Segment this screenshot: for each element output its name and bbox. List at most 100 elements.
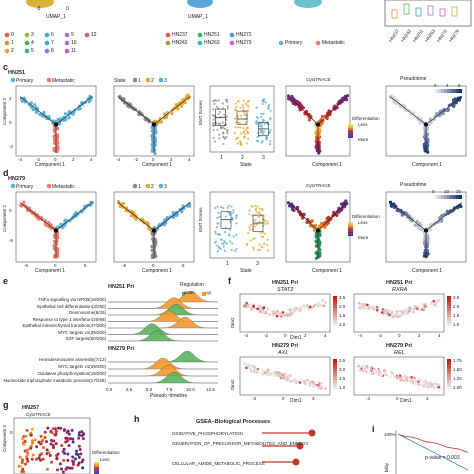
c-emt-point [225, 135, 228, 139]
d-cyto-cell [335, 213, 339, 217]
c-emt-point [234, 126, 237, 129]
f-rel-cell [399, 378, 402, 382]
f-colorbar [333, 386, 337, 389]
f-rxra-cell [392, 315, 395, 319]
f-colorbar [333, 317, 337, 320]
c-cyto-colorbar [348, 132, 353, 134]
d-emt-point [258, 220, 261, 224]
c-cyto-cell [318, 128, 322, 132]
f-stat2-cell [279, 314, 282, 317]
sample-label: HN263 [204, 40, 220, 46]
d-emt-point [228, 234, 231, 237]
e-term-label: Hemidesmosome assembly(7/12) [38, 357, 106, 362]
c-emt-point [217, 99, 220, 102]
f-rxra-cell [433, 303, 436, 307]
row-d-sample: HN279 [8, 176, 26, 182]
d-emt-point [266, 238, 269, 241]
row-d-x-axis-4: Component 1 [412, 268, 443, 274]
f-axl-cell [320, 381, 323, 385]
cluster-label: 5 [31, 48, 34, 54]
c-state-cell [179, 104, 183, 108]
d-cyto-cell [344, 199, 348, 203]
c-cyto-cell [317, 131, 321, 135]
f-rel-cell [435, 384, 439, 388]
e-ridge [108, 364, 218, 377]
row-d-less: Less [358, 220, 368, 225]
f-rel-cell [380, 373, 384, 377]
f-rxra-cell [412, 310, 415, 314]
g-cell [29, 446, 33, 450]
box-plot [439, 8, 446, 17]
box-plot [415, 7, 422, 17]
f-colorbar [447, 383, 451, 386]
f-axl-cell [252, 368, 256, 371]
f-stat2-cell [275, 311, 279, 315]
c-emt-point [226, 128, 229, 132]
d-cyto-colorbar [348, 229, 353, 231]
d-pseudo-colorbar [450, 195, 453, 199]
c-emt-point [256, 116, 259, 119]
f-axl-cell [243, 362, 247, 366]
c-origin-cell [63, 118, 68, 122]
row-d-pt-tick: 0 [432, 189, 435, 194]
f-rxra-cell [423, 305, 427, 308]
g-colorbar [94, 464, 99, 466]
c-cyto-branch-node [315, 122, 321, 127]
c-emt-point [247, 137, 250, 140]
f-rxra-cell [435, 304, 438, 308]
c-emt-point [218, 137, 221, 140]
f-axl-cell [300, 378, 303, 382]
c-pseudo-colorbar [432, 89, 435, 93]
g-cell [31, 439, 35, 443]
d-emt-point [261, 207, 264, 210]
f-scale-tick: 1.5 [453, 313, 460, 318]
d-emt-point [245, 243, 248, 246]
e-term-label: E2F targets(50/200) [65, 336, 106, 341]
g-cell [25, 457, 29, 461]
c-emt-point [242, 106, 245, 109]
e-x-tick: 5.0 [146, 387, 153, 392]
cluster-label: 9 [71, 32, 74, 38]
d-origin-branch-node [53, 228, 59, 233]
axis-tick: 2 [304, 333, 307, 338]
g-cell [61, 470, 65, 474]
f-rxra-cell [367, 305, 371, 309]
f-colorbar [447, 323, 451, 326]
f-colorbar [333, 380, 337, 383]
f-stat2-cell [300, 307, 304, 311]
f-colorbar [333, 359, 337, 362]
c-pseudo-colorbar [453, 89, 456, 93]
g-less: Less [100, 457, 110, 462]
cluster-label: 6 [51, 32, 54, 38]
f-plot4-gene: REL [394, 350, 405, 356]
c-emt-point [246, 126, 249, 129]
h-lollipop-head [296, 442, 304, 450]
c-cyto-cell [307, 115, 311, 119]
g-cell [77, 444, 81, 448]
g-cell [62, 447, 66, 451]
d-pseudo-cell [448, 209, 453, 213]
c-emt-point [243, 135, 246, 138]
g-cell [81, 437, 85, 441]
f-stat2-cell [316, 301, 320, 305]
c-emt-point [269, 139, 272, 143]
f-rxra-cell [396, 311, 399, 315]
f-stat2-cell [258, 310, 262, 313]
c-emt-point [222, 113, 226, 117]
g-cell [25, 428, 29, 432]
c-emt-point [261, 129, 264, 132]
f-axl-cell [314, 384, 317, 388]
g-cell [25, 455, 29, 459]
g-cell [23, 449, 27, 453]
g-y-tick: 0 [10, 430, 13, 435]
g-cell [71, 455, 75, 459]
g-cell [18, 455, 22, 459]
d-cyto-colorbar [348, 224, 353, 227]
g-frame [13, 417, 91, 474]
d-cyto-colorbar [348, 233, 353, 235]
d-emt-point [226, 206, 229, 209]
g-colorbar [94, 462, 99, 464]
f-y-axis: Dim2 [230, 317, 235, 328]
d-pseudo-trajectory-line [425, 202, 463, 231]
f-colorbar [333, 320, 337, 323]
